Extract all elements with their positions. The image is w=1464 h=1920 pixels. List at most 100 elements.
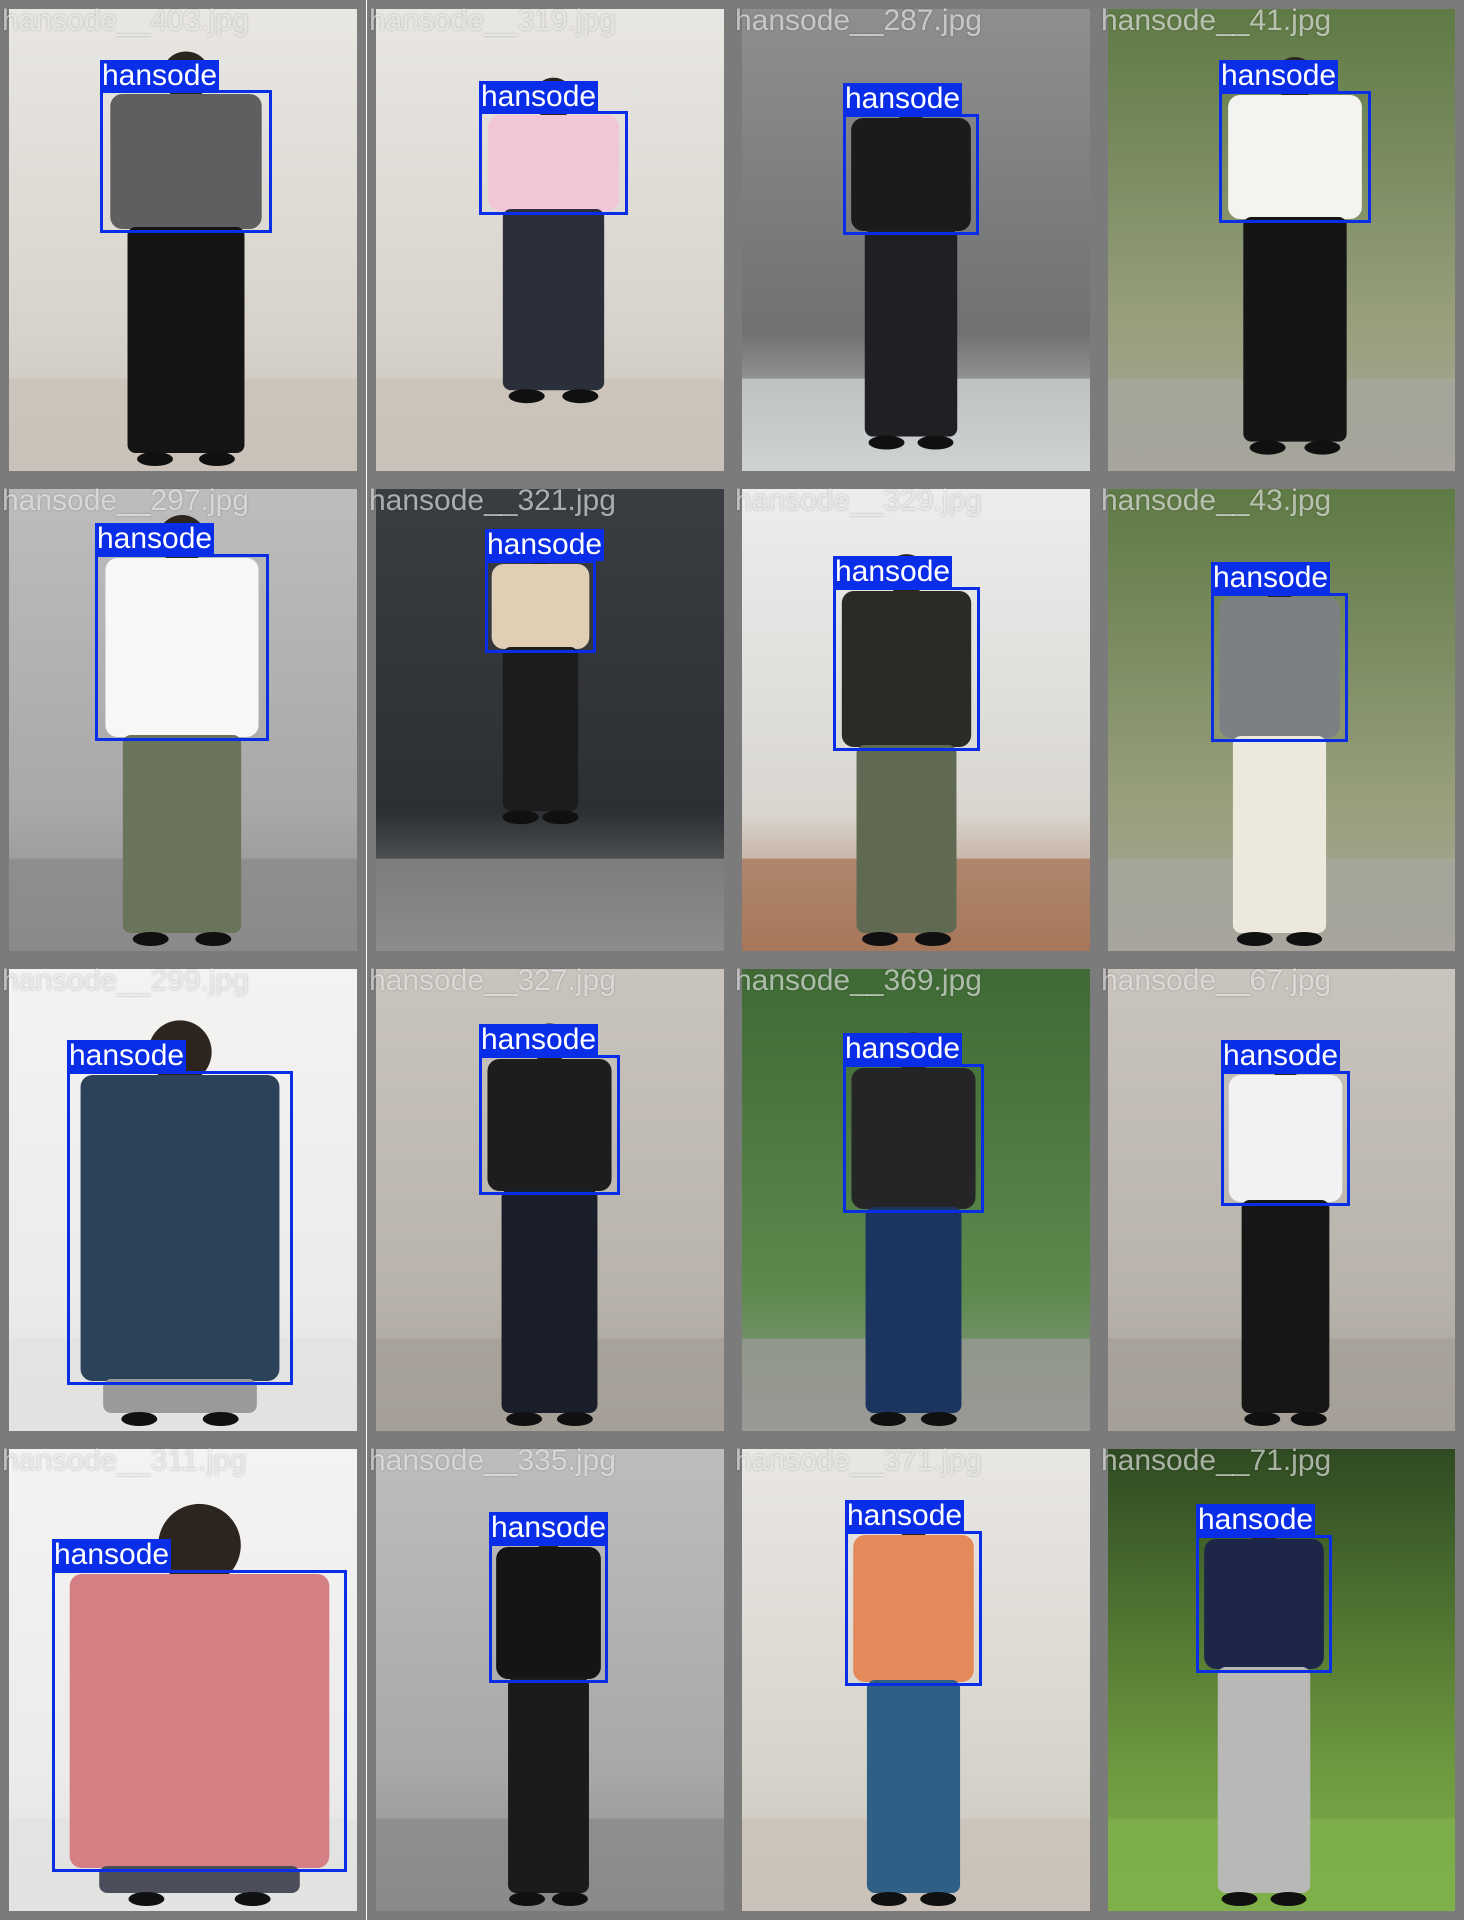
shirt — [487, 1059, 612, 1191]
photo — [376, 1449, 724, 1911]
filename-caption: hansode__41.jpg — [1101, 4, 1332, 37]
image-tile: hansode__297.jpg hansode — [0, 480, 366, 960]
shoe — [506, 1412, 543, 1426]
shoe — [121, 1412, 158, 1426]
photo — [9, 489, 357, 951]
trousers — [99, 1866, 300, 1893]
photo — [742, 489, 1090, 951]
image-tile: hansode__299.jpg hansode — [0, 960, 366, 1440]
shoe — [1236, 932, 1273, 946]
shoe — [870, 1892, 907, 1906]
detection-label: hansode — [1211, 561, 1331, 594]
photo-illustration — [376, 9, 724, 471]
detection-label: hansode — [479, 80, 599, 113]
filename-caption: hansode__71.jpg — [1101, 1444, 1332, 1477]
trousers — [856, 745, 957, 933]
shoe — [920, 1892, 957, 1906]
photo-illustration — [1108, 9, 1455, 471]
filename-caption: hansode__297.jpg — [2, 484, 249, 517]
shoe — [509, 1892, 546, 1906]
shirt — [853, 1535, 974, 1682]
detection-box — [479, 1055, 620, 1195]
photo — [742, 1449, 1090, 1911]
detection-label: hansode — [67, 1039, 187, 1072]
detection-box — [1196, 1535, 1332, 1673]
trousers — [501, 1189, 598, 1413]
detection-label: hansode — [843, 82, 963, 115]
detection-box — [843, 1064, 984, 1213]
shoe — [920, 1412, 957, 1426]
trousers — [502, 209, 605, 391]
shoe — [556, 1412, 593, 1426]
detection-label: hansode — [52, 1538, 172, 1571]
filename-caption: hansode__327.jpg — [369, 964, 616, 997]
photo — [376, 9, 724, 471]
filename-caption: hansode__67.jpg — [1101, 964, 1332, 997]
shoe — [132, 932, 169, 946]
detection-label: hansode — [485, 528, 605, 561]
detection-box — [52, 1570, 347, 1872]
photo-illustration — [742, 9, 1090, 471]
shirt — [80, 1075, 280, 1381]
detection-box — [843, 114, 979, 235]
trousers — [1243, 217, 1347, 442]
trousers — [508, 1677, 589, 1893]
image-tile: hansode__41.jpg hansode — [1099, 0, 1464, 480]
shirt — [851, 1068, 976, 1209]
photo — [9, 1449, 357, 1911]
shirt — [487, 115, 620, 211]
photo-illustration — [376, 1449, 724, 1911]
head — [158, 1503, 241, 1587]
filename-caption: hansode__43.jpg — [1101, 484, 1332, 517]
trousers — [1241, 1200, 1330, 1413]
filename-caption: hansode__321.jpg — [369, 484, 616, 517]
shirt — [851, 118, 971, 231]
shirt — [110, 94, 262, 229]
photo-illustration — [742, 489, 1090, 951]
shirt — [105, 558, 259, 737]
shoe — [198, 452, 235, 466]
shirt — [1204, 1539, 1324, 1669]
detection-box — [485, 560, 596, 653]
detection-label: hansode — [845, 1499, 965, 1532]
shoe — [862, 932, 899, 946]
shoe — [1304, 440, 1341, 455]
trousers — [127, 227, 245, 453]
detection-label: hansode — [1196, 1503, 1316, 1536]
detection-label: hansode — [833, 555, 953, 588]
detection-label: hansode — [489, 1511, 609, 1544]
shoe — [137, 452, 174, 466]
detection-box — [489, 1543, 608, 1683]
filename-caption: hansode__287.jpg — [735, 4, 982, 37]
photo-illustration — [376, 489, 724, 951]
trousers — [103, 1379, 257, 1413]
detection-box — [1219, 91, 1371, 223]
filename-caption: hansode__369.jpg — [735, 964, 982, 997]
shoe — [1244, 1412, 1281, 1426]
detection-box — [845, 1531, 982, 1686]
detection-box — [67, 1071, 293, 1385]
trousers — [866, 1680, 961, 1893]
photo-illustration — [9, 1449, 357, 1911]
filename-caption: hansode__319.jpg — [369, 4, 616, 37]
ground — [376, 858, 724, 951]
detection-box — [833, 587, 980, 751]
detection-label: hansode — [1221, 1039, 1341, 1072]
shoe — [502, 810, 539, 825]
shoe — [917, 435, 954, 450]
shoe — [914, 932, 951, 946]
detection-label: hansode — [479, 1023, 599, 1056]
detection-box — [95, 554, 269, 741]
image-tile: hansode__311.jpg hansode — [0, 1440, 366, 1920]
shoe — [868, 435, 905, 450]
filename-caption: hansode__329.jpg — [735, 484, 982, 517]
shirt — [1228, 1075, 1343, 1202]
shoe — [508, 389, 545, 404]
shirt — [69, 1574, 330, 1868]
